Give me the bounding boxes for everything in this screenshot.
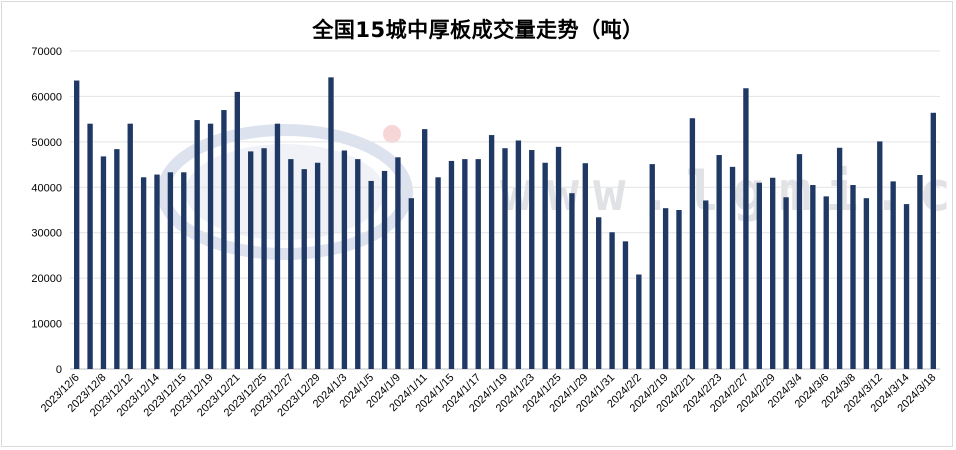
bar [596,217,602,369]
bar [74,80,80,370]
bar [221,110,227,370]
bar [207,123,214,369]
bar [810,185,816,369]
bar [756,182,762,369]
bar [609,232,615,369]
bar [783,197,789,369]
bar [87,123,93,369]
y-tick-label: 60000 [31,91,62,103]
bar [703,200,709,369]
y-tick-label: 40000 [31,182,62,194]
chart-title: 全国15城中厚板成交量走势（吨） [312,18,644,42]
bar [368,180,374,369]
bar [234,91,240,369]
bar [502,148,508,369]
bar [314,162,321,369]
bar [716,155,722,369]
bar [622,241,629,369]
bar [636,274,642,369]
bar [167,172,174,369]
y-tick-label: 10000 [31,319,62,331]
y-tick-label: 20000 [31,273,62,285]
bar [408,198,414,369]
bar [542,162,548,369]
bar [395,157,401,369]
bar [649,164,655,369]
bar [582,163,588,369]
bar [114,149,120,369]
bar [850,185,856,369]
bar [181,172,187,369]
bar [903,204,910,369]
bar [422,129,428,369]
bar [140,177,147,369]
bar [341,150,348,369]
bar [890,181,896,369]
y-tick-label: 0 [56,364,62,376]
bar [127,123,133,369]
bar [274,123,281,369]
bar [529,150,535,369]
bar [515,140,522,369]
bar [448,160,455,369]
bar [248,151,254,369]
bar [328,77,334,369]
bar [662,208,669,369]
bar [729,166,736,369]
bar [261,148,267,369]
bar [154,174,160,369]
bar [488,135,495,369]
bar [194,120,200,370]
y-tick-label: 70000 [31,46,62,58]
bar [288,159,294,369]
bar [676,210,682,369]
bar [100,156,107,369]
bar [743,88,749,369]
bar [555,146,562,369]
bar [689,118,696,369]
bar [569,193,575,369]
bar [836,147,843,369]
bar [355,159,361,369]
bar [917,175,923,369]
bar [877,141,883,369]
bar [435,177,441,369]
bar [475,159,481,369]
watermark-text: www.lgmi.com [500,160,956,223]
bar [823,196,829,369]
bar [462,159,468,369]
y-tick-label: 50000 [31,137,62,149]
bar [301,169,307,369]
bar [381,170,388,369]
bar [863,198,870,369]
bar [796,154,803,369]
y-tick-label: 30000 [31,228,62,240]
bar [770,177,776,369]
bar [930,112,936,369]
